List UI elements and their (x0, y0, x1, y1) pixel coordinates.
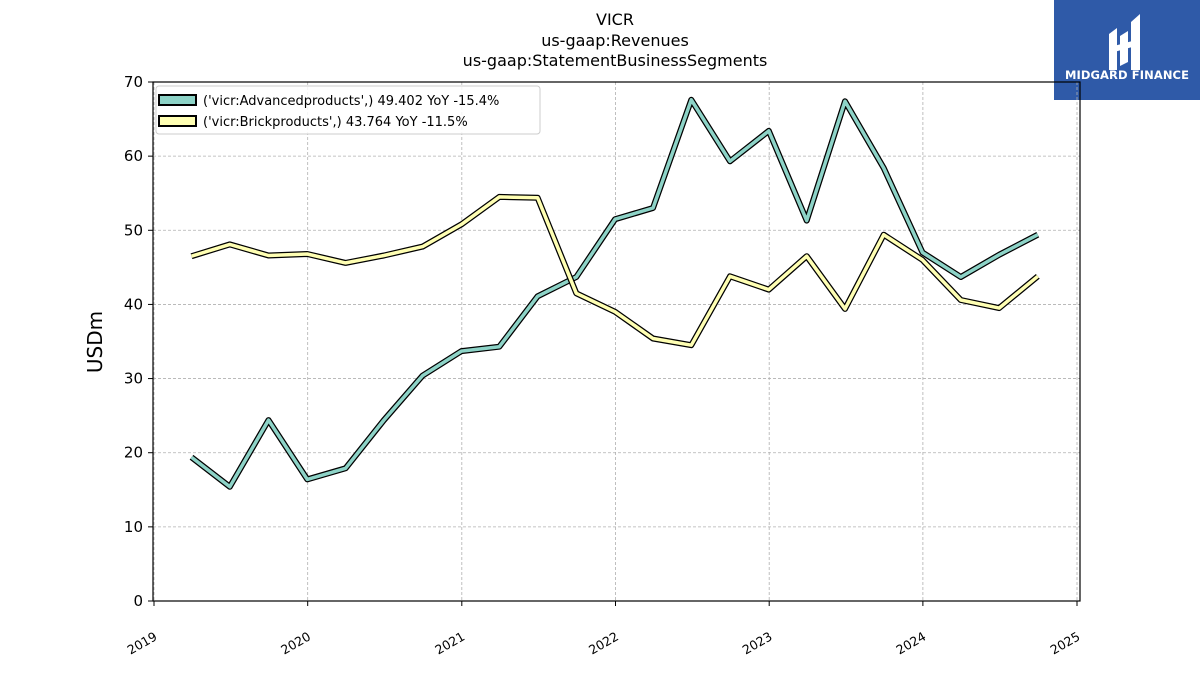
data-point (690, 98, 693, 101)
chart-title-line-3: us-gaap:StatementBusinessSegments (462, 51, 768, 70)
data-point (190, 456, 193, 459)
x-tick-label: 2023 (740, 629, 775, 658)
data-point (421, 245, 424, 248)
chart-title-line-1: VICR (596, 10, 634, 29)
data-point (805, 219, 808, 222)
series-line-0 (190, 98, 1039, 489)
legend-swatch-1 (158, 115, 197, 127)
data-point (421, 374, 424, 377)
x-tick-label: 2022 (586, 629, 621, 658)
data-point (575, 292, 578, 295)
plot-frame (152, 81, 1081, 602)
y-tick-label: 40 (124, 295, 143, 313)
logo-mark-icon (1109, 14, 1140, 70)
data-point (921, 251, 924, 254)
data-point (882, 233, 885, 236)
data-point (228, 485, 231, 488)
data-point (959, 275, 962, 278)
data-point (382, 254, 385, 257)
data-point (267, 419, 270, 422)
data-point (882, 167, 885, 170)
data-point (1036, 233, 1039, 236)
x-tick-label: 2019 (124, 629, 159, 658)
data-point (690, 344, 693, 347)
y-axis-label: USDm (83, 311, 107, 373)
legend-box (155, 85, 541, 135)
data-point (1036, 275, 1039, 278)
legend-label-0: ('vicr:Advancedproducts',) 49.402 YoY -1… (203, 94, 499, 109)
y-tick-label: 30 (124, 370, 143, 388)
midgard-finance-logo: MIDGARD FINANCE (1054, 0, 1200, 100)
series-outline-0 (189, 96, 1040, 490)
y-tick-label: 0 (133, 592, 143, 610)
series-line-1 (190, 195, 1039, 347)
data-point (843, 307, 846, 310)
y-tick-label: 20 (124, 444, 143, 462)
data-point (306, 253, 309, 256)
data-point (190, 255, 193, 258)
logo-background (1054, 0, 1200, 100)
chart-title: VICR us-gaap:Revenues us-gaap:StatementB… (0, 10, 1200, 72)
y-tick-label: 10 (124, 518, 143, 536)
data-point (767, 288, 770, 291)
data-point (498, 345, 501, 348)
data-point (729, 160, 732, 163)
data-point (344, 467, 347, 470)
data-point (306, 478, 309, 481)
y-tick-label: 70 (124, 73, 143, 91)
data-point (729, 275, 732, 278)
y-tick-label: 60 (124, 147, 143, 165)
data-point (460, 223, 463, 226)
data-point (921, 258, 924, 261)
data-point (575, 275, 578, 278)
data-point (651, 337, 654, 340)
legend: ('vicr:Advancedproducts',) 49.402 YoY -1… (155, 85, 541, 135)
data-point (536, 196, 539, 199)
data-point (344, 261, 347, 264)
x-tick-label: 2021 (432, 629, 467, 658)
data-point (998, 253, 1001, 256)
axes: 0 10 20 30 40 50 60 70 2019 2020 2021 2022 2023 2024 2… (124, 73, 1083, 658)
data-point (536, 295, 539, 298)
y-tick-label: 50 (124, 221, 143, 239)
series-layer (189, 96, 1040, 490)
chart-title-line-2: us-gaap:Revenues (541, 30, 689, 50)
x-tick-label: 2020 (278, 629, 313, 658)
legend-label-1: ('vicr:Brickproducts',) 43.764 YoY -11.5… (203, 115, 468, 130)
x-tick-label: 2025 (1047, 629, 1082, 658)
data-point (382, 419, 385, 422)
data-point (460, 350, 463, 353)
data-point (651, 207, 654, 210)
data-point (498, 195, 501, 198)
data-point (998, 307, 1001, 310)
legend-swatch-0 (158, 94, 197, 106)
data-point (267, 254, 270, 257)
data-point (767, 129, 770, 132)
logo-text: MIDGARD FINANCE (1064, 68, 1190, 82)
data-point (805, 255, 808, 258)
data-point (959, 298, 962, 301)
x-tick-label: 2024 (893, 629, 928, 658)
data-point (614, 310, 617, 313)
data-point (614, 218, 617, 221)
data-point (843, 100, 846, 103)
data-point (228, 243, 231, 246)
grid (153, 81, 1080, 602)
